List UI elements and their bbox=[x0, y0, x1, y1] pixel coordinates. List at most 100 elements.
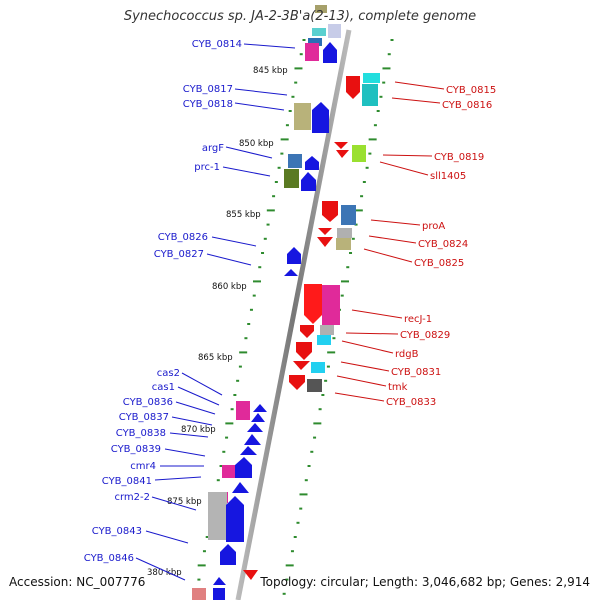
gene-feature bbox=[192, 588, 206, 600]
left-gene-labels: CYB_0814 CYB_0817 CYB_0818 argF prc-1 CY… bbox=[84, 39, 242, 564]
gene-feature bbox=[317, 335, 331, 345]
left-leader-lines bbox=[135, 43, 296, 581]
gene-feature bbox=[317, 237, 333, 247]
gene-label[interactable]: prc-1 bbox=[194, 162, 220, 173]
gene-label[interactable]: CYB_0846 bbox=[84, 553, 134, 564]
gene-feature bbox=[308, 38, 322, 46]
gene-feature bbox=[328, 24, 341, 38]
gene-feature bbox=[288, 154, 302, 168]
gene-feature bbox=[346, 76, 360, 99]
gene-feature bbox=[341, 205, 356, 225]
gene-feature bbox=[337, 228, 352, 238]
right-leader-lines bbox=[334, 81, 445, 402]
gene-label[interactable]: CYB_0837 bbox=[119, 412, 169, 423]
gene-label[interactable]: recJ-1 bbox=[404, 314, 432, 325]
gene-label[interactable]: CYB_0826 bbox=[158, 232, 208, 243]
gene-feature bbox=[311, 362, 325, 373]
gene-feature bbox=[301, 172, 316, 191]
genome-axis bbox=[235, 29, 352, 600]
gene-feature bbox=[312, 28, 326, 36]
gene-feature bbox=[304, 284, 322, 324]
gene-feature bbox=[322, 285, 340, 325]
gene-feature bbox=[315, 5, 327, 13]
gene-feature bbox=[208, 492, 227, 540]
gene-label[interactable]: CYB_0829 bbox=[400, 330, 450, 341]
gene-label[interactable]: CYB_0833 bbox=[386, 397, 436, 408]
gene-label[interactable]: CYB_0824 bbox=[418, 239, 468, 250]
accession-text: Accession: NC_007776 bbox=[9, 575, 146, 589]
gene-feature bbox=[213, 588, 225, 600]
right-gene-labels: CYB_0815 CYB_0816 CYB_0819 sll1405 proA … bbox=[386, 85, 496, 408]
gene-label[interactable]: CYB_0838 bbox=[116, 428, 166, 439]
kbp-scale: 845 kbp 850 kbp 855 kbp 860 kbp 865 kbp … bbox=[147, 66, 288, 578]
gene-feature bbox=[243, 570, 258, 580]
gene-feature bbox=[307, 379, 322, 392]
gene-feature bbox=[287, 247, 301, 264]
gene-feature bbox=[312, 102, 329, 133]
kbp-label-875: 875 kbp bbox=[167, 497, 202, 507]
gene-feature bbox=[244, 434, 261, 445]
kbp-label-865: 865 kbp bbox=[198, 353, 233, 363]
page-title: Synechococcus sp. JA-2-3B'a(2-13), compl… bbox=[123, 9, 477, 24]
gene-feature bbox=[323, 42, 337, 63]
gene-label[interactable]: CYB_0825 bbox=[414, 258, 464, 269]
gene-feature bbox=[336, 238, 351, 250]
left-strand-features bbox=[192, 102, 329, 600]
gene-feature bbox=[294, 103, 311, 130]
gene-label[interactable]: cas1 bbox=[152, 382, 175, 393]
gene-feature bbox=[336, 150, 349, 158]
gene-label[interactable]: CYB_0841 bbox=[102, 476, 152, 487]
gene-label[interactable]: CYB_0843 bbox=[92, 526, 142, 537]
gene-label[interactable]: tmk bbox=[388, 382, 408, 393]
gene-feature bbox=[300, 325, 314, 338]
kbp-label-855: 855 kbp bbox=[226, 210, 261, 220]
gene-feature bbox=[320, 325, 334, 335]
gene-label[interactable]: CYB_0816 bbox=[442, 100, 492, 111]
gene-feature bbox=[305, 156, 319, 170]
gene-label[interactable]: rdgB bbox=[395, 349, 419, 360]
kbp-label-850: 850 kbp bbox=[239, 139, 274, 149]
kbp-label-880: 380 kbp bbox=[147, 568, 182, 578]
gene-feature bbox=[284, 169, 299, 188]
gene-label[interactable]: CYB_0815 bbox=[446, 85, 496, 96]
gene-feature bbox=[251, 413, 265, 422]
gene-feature bbox=[222, 465, 235, 478]
gene-label[interactable]: proA bbox=[422, 221, 445, 232]
gene-label[interactable]: CYB_0819 bbox=[434, 152, 484, 163]
gene-label[interactable]: CYB_0836 bbox=[123, 397, 173, 408]
gene-label[interactable]: argF bbox=[202, 143, 224, 154]
gene-label[interactable]: CYB_0827 bbox=[154, 249, 204, 260]
gene-feature bbox=[240, 446, 257, 455]
gene-feature bbox=[352, 145, 366, 162]
gene-label[interactable]: sll1405 bbox=[430, 171, 466, 182]
kbp-label-870: 870 kbp bbox=[181, 425, 216, 435]
right-strand-features bbox=[243, 73, 380, 580]
gene-feature bbox=[293, 361, 310, 370]
gene-label[interactable]: CYB_0839 bbox=[111, 444, 161, 455]
gene-feature bbox=[362, 84, 378, 106]
gene-feature bbox=[236, 401, 250, 420]
gene-feature bbox=[296, 342, 312, 360]
gene-feature bbox=[305, 43, 319, 61]
gene-label[interactable]: cas2 bbox=[157, 368, 180, 379]
gene-label[interactable]: crm2-2 bbox=[114, 492, 150, 503]
gene-feature bbox=[284, 269, 298, 276]
gene-feature bbox=[363, 73, 380, 83]
gene-label[interactable]: CYB_0817 bbox=[183, 84, 233, 95]
gene-feature bbox=[226, 496, 244, 542]
top-features bbox=[305, 5, 341, 63]
gene-feature bbox=[253, 404, 267, 412]
gene-feature bbox=[232, 482, 249, 493]
gene-feature bbox=[220, 544, 236, 565]
topology-text: Topology: circular; Length: 3,046,682 bp… bbox=[260, 575, 590, 589]
gene-feature bbox=[247, 423, 263, 432]
gene-feature bbox=[289, 375, 305, 390]
kbp-label-860: 860 kbp bbox=[212, 282, 247, 292]
gene-label[interactable]: CYB_0831 bbox=[391, 367, 441, 378]
gene-feature bbox=[322, 201, 338, 222]
gene-label[interactable]: cmr4 bbox=[130, 461, 156, 472]
gene-feature bbox=[334, 142, 348, 149]
gene-label[interactable]: CYB_0814 bbox=[192, 39, 242, 50]
gene-label[interactable]: CYB_0818 bbox=[183, 99, 233, 110]
